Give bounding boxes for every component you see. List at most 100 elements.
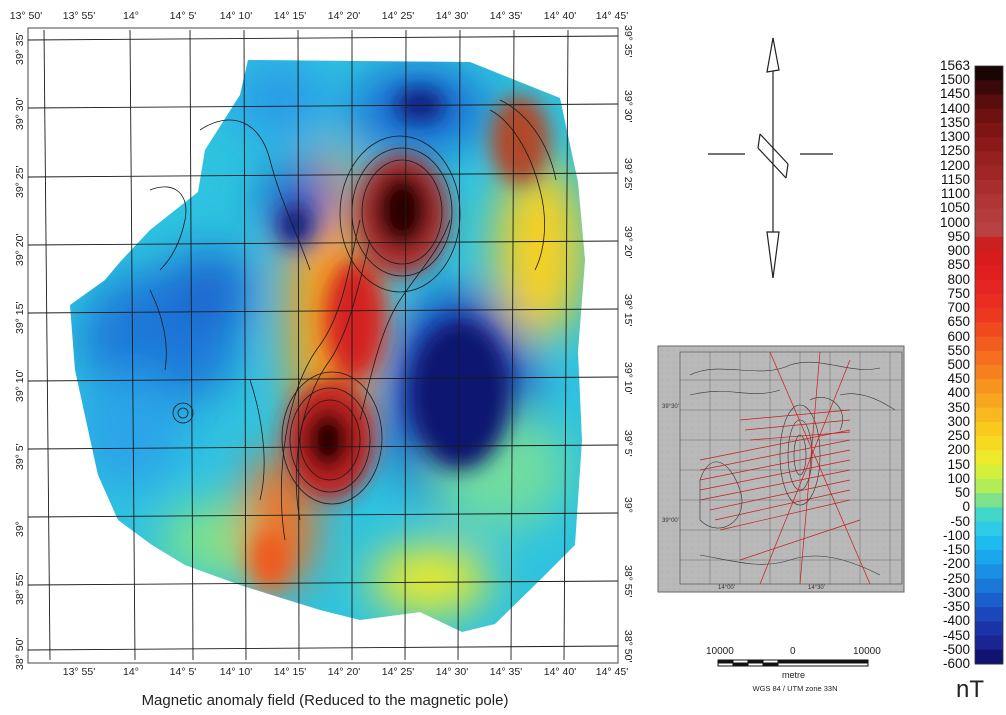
lat-label-left: 39° <box>14 521 26 537</box>
colorbar-swatch <box>975 464 1003 480</box>
lon-label-bottom: 14° 20' <box>327 666 361 678</box>
colorbar-label: 900 <box>947 243 970 259</box>
colorbar-swatch <box>975 493 1003 508</box>
colorbar-swatch <box>975 108 1003 124</box>
lon-label-top: 14° 35' <box>489 10 523 22</box>
colorbar-label: -300 <box>942 584 970 600</box>
colorbar-swatch <box>975 179 1003 195</box>
colorbar-swatch <box>975 450 1003 466</box>
colorbar-label: 750 <box>947 285 970 301</box>
colorbar-label: -500 <box>942 641 970 657</box>
lat-label-left: 39° 25' <box>14 165 26 198</box>
colorbar-swatch <box>975 564 1003 580</box>
lat-label-right: 39° 35' <box>622 25 634 58</box>
lon-label-top: 14° 40' <box>543 10 577 22</box>
lat-label-right: 39° 15' <box>622 294 634 327</box>
scale-left-label: 10000 <box>706 646 734 657</box>
colorbar-swatch <box>975 621 1003 637</box>
colorbar-swatch <box>975 478 1003 494</box>
colorbar-label: 1150 <box>940 171 970 187</box>
colorbar-label: 650 <box>947 314 970 330</box>
colorbar-swatch <box>975 535 1003 551</box>
lat-label-right: 39° 10' <box>622 362 634 395</box>
colorbar-swatch <box>975 222 1003 238</box>
colorbar-swatch <box>975 80 1003 95</box>
colorbar-label: 550 <box>947 342 970 358</box>
lat-label-left: 39° 5' <box>14 443 26 470</box>
colorbar-swatch <box>975 592 1003 608</box>
lat-label-left: 38° 50' <box>14 637 26 670</box>
colorbar-label: -100 <box>942 527 970 543</box>
colorbar-swatch <box>975 151 1003 167</box>
scale-center-label: 0 <box>790 646 796 657</box>
colorbar-label: 950 <box>947 228 970 244</box>
lon-label-top: 14° 25' <box>381 10 415 22</box>
scale-bar <box>717 659 869 667</box>
projection-label: WGS 84 / UTM zone 33N <box>752 684 838 693</box>
map-caption: Magnetic anomaly field (Reduced to the m… <box>141 692 509 709</box>
colorbar-label: -50 <box>950 513 970 529</box>
lat-label-right: 38° 50' <box>622 630 634 663</box>
lon-label-bottom: 13° 55' <box>62 666 96 678</box>
colorbar-label: 0 <box>962 499 970 515</box>
colorbar-swatch <box>975 137 1003 152</box>
colorbar-label: 150 <box>947 456 970 472</box>
colorbar-swatch <box>975 322 1003 338</box>
lon-label-bottom: 14° 35' <box>489 666 523 678</box>
lon-label-top: 14° 5' <box>169 10 197 22</box>
colorbar-label: -450 <box>942 627 970 643</box>
lat-label-left: 39° 10' <box>14 369 26 402</box>
colorbar-swatch <box>975 279 1003 295</box>
lon-label-bottom: 14° 40' <box>543 666 577 678</box>
colorbar-label: 350 <box>947 399 970 415</box>
colorbar-label: 500 <box>947 357 970 372</box>
lat-label-left: 38° 55' <box>14 572 26 605</box>
colorbar-label: 850 <box>947 257 970 273</box>
colorbar-label: 1350 <box>939 114 970 130</box>
colorbar-swatch <box>975 365 1003 380</box>
colorbar-swatch <box>975 421 1003 437</box>
colorbar-swatch <box>975 293 1003 309</box>
colorbar-label: 1000 <box>939 214 970 230</box>
colorbar-label: 250 <box>947 428 970 444</box>
lat-label-right: 39° 30' <box>622 90 634 123</box>
lon-label-bottom: 14° 25' <box>381 666 415 678</box>
lat-label-right: 39° <box>622 497 634 513</box>
colorbar-label: -400 <box>942 613 970 629</box>
unit-label: nT <box>956 676 985 703</box>
lon-label-bottom: 14° 10' <box>219 666 253 678</box>
lon-label-bottom: 14° 45' <box>595 666 629 678</box>
colorbar-swatch <box>975 165 1003 181</box>
colorbar-label: 200 <box>947 442 970 458</box>
colorbar-label: 1500 <box>939 72 970 88</box>
lat-label-right: 39° 25' <box>622 158 634 191</box>
colorbar-swatch <box>975 607 1003 622</box>
colorbar-swatch <box>975 122 1003 138</box>
lat-label-left: 39° 35' <box>14 32 26 65</box>
colorbar-swatch <box>975 236 1003 252</box>
colorbar-swatch <box>975 635 1003 651</box>
colorbar-label: 1450 <box>939 86 970 102</box>
lon-label-top: 13° 50' <box>9 10 43 22</box>
colorbar-swatch <box>975 308 1003 323</box>
colorbar-label: 800 <box>947 271 970 287</box>
colorbar-label: 1300 <box>939 129 970 145</box>
colorbar-label: 1100 <box>940 186 970 202</box>
colorbar-swatch <box>975 94 1003 110</box>
inset-lat-label-2: 39°00' <box>662 518 679 524</box>
colorbar-label: -200 <box>942 556 970 572</box>
colorbar-label: 700 <box>947 300 970 316</box>
lat-label-right: 39° 5' <box>622 430 634 457</box>
colorbar-label: 450 <box>947 371 970 387</box>
colorbar-swatch <box>975 336 1003 352</box>
north-arrow-icon <box>708 37 833 279</box>
lon-label-top: 14° 20' <box>327 10 361 22</box>
colorbar <box>974 65 1004 665</box>
colorbar-swatch <box>975 350 1003 366</box>
inset-map <box>657 345 905 593</box>
colorbar-label: 50 <box>954 485 970 501</box>
inset-lon-label-2: 14°30' <box>808 585 825 591</box>
colorbar-label: -600 <box>942 656 970 671</box>
lon-label-bottom: 14° 15' <box>273 666 307 678</box>
